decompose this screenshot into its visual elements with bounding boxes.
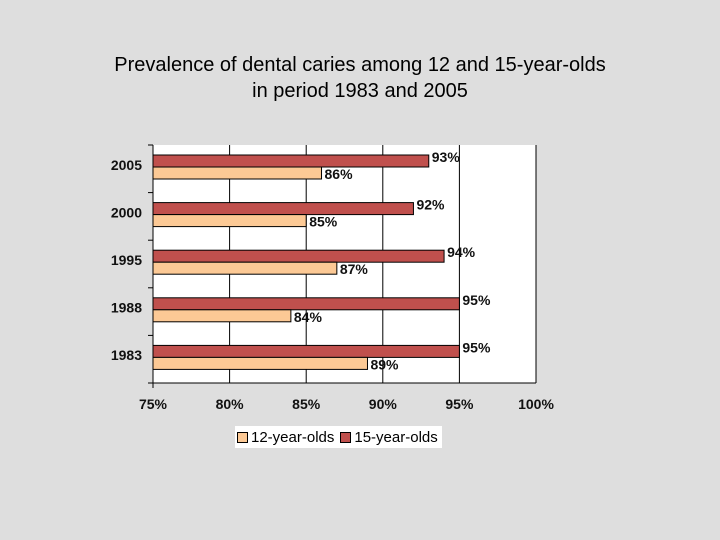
legend-label-12-year-olds: 12-year-olds — [251, 429, 334, 446]
data-label-15-year-olds-1983: 95% — [462, 339, 491, 355]
category-label-1983: 1983 — [111, 347, 142, 363]
x-tick-label-85: 85% — [292, 396, 321, 412]
legend-item-12-year-olds: 12-year-olds — [237, 429, 334, 446]
bar-chart: 75% 80% 85% 90% 95% 100% 2005 93% 86% 2000 92% 85% 1… — [0, 0, 720, 540]
category-label-1995: 1995 — [111, 252, 142, 268]
x-tick-label-95: 95% — [445, 396, 474, 412]
slide: Prevalence of dental caries among 12 and… — [0, 0, 720, 540]
legend-swatch-15-year-olds — [340, 432, 351, 443]
bar-15-year-olds-2000 — [153, 203, 413, 215]
bar-12-year-olds-1983 — [153, 357, 367, 369]
data-label-15-year-olds-1988: 95% — [462, 292, 491, 308]
data-label-12-year-olds-1983: 89% — [370, 356, 399, 372]
legend-swatch-12-year-olds — [237, 432, 248, 443]
x-tick-label-100: 100% — [518, 396, 554, 412]
bar-12-year-olds-1995 — [153, 262, 337, 274]
data-label-12-year-olds-2005: 86% — [325, 166, 354, 182]
data-label-15-year-olds-2000: 92% — [416, 197, 445, 213]
category-label-1988: 1988 — [111, 300, 142, 316]
x-tick-label-80: 80% — [216, 396, 245, 412]
legend-label-15-year-olds: 15-year-olds — [354, 429, 437, 446]
data-label-15-year-olds-1995: 94% — [447, 244, 476, 260]
bar-15-year-olds-1983 — [153, 345, 459, 357]
bar-12-year-olds-2005 — [153, 167, 322, 179]
x-tick-label-90: 90% — [369, 396, 398, 412]
chart-legend: 12-year-olds 15-year-olds — [235, 426, 442, 448]
category-label-2005: 2005 — [111, 157, 142, 173]
data-label-12-year-olds-1995: 87% — [340, 261, 369, 277]
bar-15-year-olds-2005 — [153, 155, 429, 167]
x-tick-label-75: 75% — [139, 396, 168, 412]
category-label-2000: 2000 — [111, 204, 142, 220]
legend-item-15-year-olds: 15-year-olds — [340, 429, 437, 446]
data-label-15-year-olds-2005: 93% — [432, 149, 461, 165]
bar-12-year-olds-1988 — [153, 310, 291, 322]
bar-12-year-olds-2000 — [153, 215, 306, 227]
data-label-12-year-olds-1988: 84% — [294, 309, 323, 325]
data-label-12-year-olds-2000: 85% — [309, 214, 338, 230]
bar-15-year-olds-1995 — [153, 250, 444, 262]
